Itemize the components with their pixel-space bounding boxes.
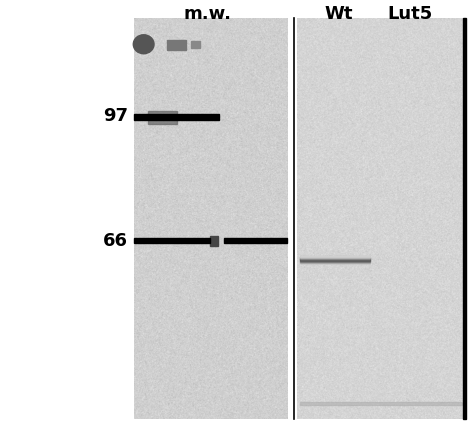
Bar [134,115,219,120]
Text: Lut5: Lut5 [387,5,432,23]
Text: Wt: Wt [325,5,353,23]
Bar [191,42,200,49]
Text: 97: 97 [103,107,128,125]
Bar [463,19,466,419]
Bar [300,402,462,405]
Circle shape [133,36,154,55]
Text: m.w.: m.w. [183,5,231,23]
Bar [134,238,210,243]
Bar [167,41,186,51]
Text: 66: 66 [103,232,128,250]
Bar [148,112,177,125]
Bar [224,238,287,243]
Bar [210,237,218,246]
